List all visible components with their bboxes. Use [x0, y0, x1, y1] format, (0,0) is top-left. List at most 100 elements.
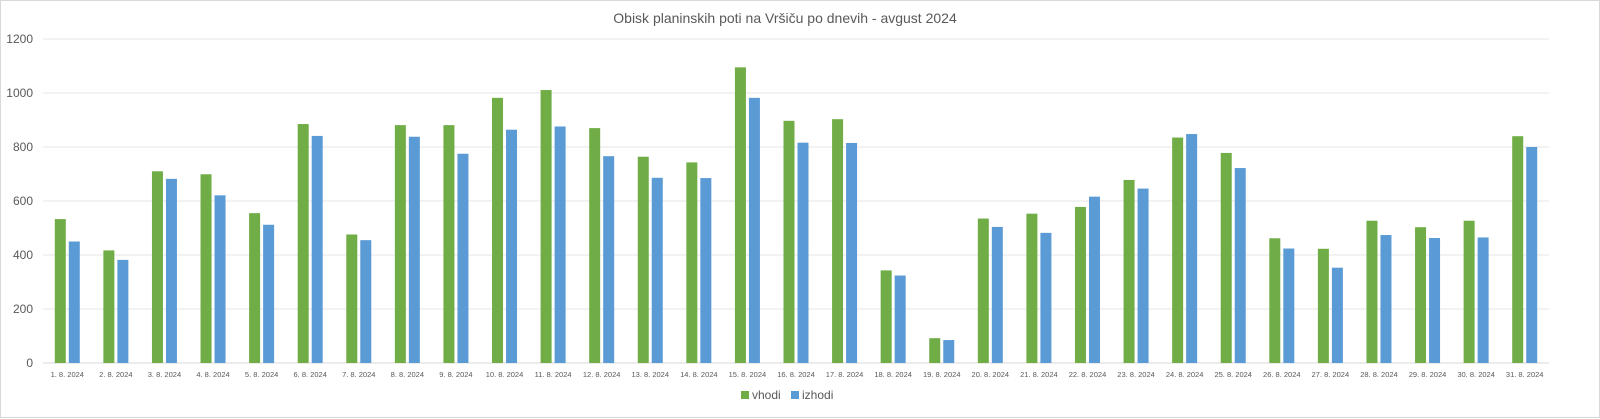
bar-izhodi-7	[360, 240, 372, 363]
x-tick-label: 6. 8. 2024	[294, 370, 327, 379]
bar-vhodi-26	[1269, 238, 1281, 363]
x-tick-label: 19. 8. 2024	[923, 370, 961, 379]
y-tick-label: 0	[26, 356, 33, 370]
x-tick-label: 14. 8. 2024	[680, 370, 718, 379]
bar-izhodi-11	[554, 126, 566, 363]
bar-vhodi-16	[783, 120, 795, 363]
bar-izhodi-17	[846, 142, 858, 363]
x-tick-label: 27. 8. 2024	[1312, 370, 1350, 379]
bar-vhodi-5	[249, 213, 261, 363]
bar-vhodi-15	[734, 67, 746, 363]
bar-vhodi-1	[54, 219, 66, 363]
x-tick-label: 23. 8. 2024	[1117, 370, 1155, 379]
bar-izhodi-26	[1283, 248, 1295, 363]
bar-vhodi-17	[832, 119, 844, 363]
bar-vhodi-7	[346, 234, 358, 363]
x-tick-label: 13. 8. 2024	[631, 370, 669, 379]
bar-izhodi-14	[700, 178, 712, 363]
bar-izhodi-18	[894, 275, 906, 363]
x-tick-label: 17. 8. 2024	[826, 370, 864, 379]
bar-vhodi-30	[1463, 220, 1475, 363]
x-tick-label: 28. 8. 2024	[1360, 370, 1398, 379]
x-tick-label: 4. 8. 2024	[196, 370, 229, 379]
bar-izhodi-27	[1331, 267, 1343, 363]
bar-izhodi-13	[651, 177, 663, 363]
x-tick-label: 5. 8. 2024	[245, 370, 278, 379]
bar-vhodi-28	[1366, 220, 1378, 363]
bar-izhodi-25	[1234, 168, 1246, 363]
bar-vhodi-22	[1074, 206, 1086, 363]
x-tick-label: 3. 8. 2024	[148, 370, 181, 379]
bar-vhodi-31	[1512, 136, 1524, 363]
bar-izhodi-15	[748, 97, 760, 364]
bar-vhodi-18	[880, 270, 892, 363]
y-tick-label: 600	[13, 194, 33, 208]
bar-izhodi-21	[1040, 232, 1052, 363]
x-tick-label: 21. 8. 2024	[1020, 370, 1058, 379]
x-tick-label: 2. 8. 2024	[99, 370, 132, 379]
bar-izhodi-23	[1137, 188, 1149, 363]
bar-vhodi-24	[1172, 137, 1184, 363]
bar-vhodi-23	[1123, 179, 1135, 363]
bar-izhodi-8	[408, 136, 420, 363]
bar-vhodi-20	[977, 218, 989, 363]
bar-izhodi-4	[214, 195, 226, 363]
x-tick-label: 10. 8. 2024	[486, 370, 524, 379]
bar-izhodi-22	[1088, 196, 1100, 363]
bar-izhodi-19	[943, 340, 955, 363]
x-tick-label: 30. 8. 2024	[1457, 370, 1495, 379]
x-tick-label: 12. 8. 2024	[583, 370, 621, 379]
legend-label-vhodi: vhodi	[752, 388, 781, 402]
y-tick-label: 1200	[6, 32, 33, 46]
x-tick-label: 11. 8. 2024	[535, 370, 572, 379]
y-tick-label: 400	[13, 248, 33, 262]
bar-vhodi-9	[443, 125, 455, 363]
bar-izhodi-29	[1429, 237, 1441, 363]
bar-izhodi-12	[603, 156, 615, 363]
bar-vhodi-11	[540, 90, 552, 363]
bar-izhodi-30	[1477, 237, 1489, 363]
y-tick-label: 800	[13, 140, 33, 154]
x-tick-label: 8. 8. 2024	[391, 370, 424, 379]
legend-swatch-vhodi	[741, 391, 749, 399]
bar-vhodi-6	[297, 124, 309, 363]
bar-izhodi-16	[797, 142, 809, 363]
x-tick-label: 18. 8. 2024	[874, 370, 912, 379]
bar-vhodi-27	[1317, 248, 1329, 363]
x-tick-label: 29. 8. 2024	[1409, 370, 1447, 379]
bar-vhodi-2	[103, 250, 115, 363]
bar-izhodi-28	[1380, 235, 1392, 363]
x-tick-label: 16. 8. 2024	[777, 370, 815, 379]
bar-izhodi-2	[117, 259, 129, 363]
bar-izhodi-24	[1186, 134, 1198, 363]
bar-izhodi-10	[506, 129, 518, 363]
bar-vhodi-25	[1220, 152, 1232, 363]
bar-izhodi-6	[311, 135, 323, 363]
legend-label-izhodi: izhodi	[802, 388, 833, 402]
bar-vhodi-8	[394, 125, 406, 363]
bar-vhodi-3	[151, 171, 163, 363]
x-tick-label: 15. 8. 2024	[729, 370, 767, 379]
bar-izhodi-3	[165, 178, 177, 363]
x-tick-label: 24. 8. 2024	[1166, 370, 1204, 379]
y-tick-label: 200	[13, 302, 33, 316]
bar-vhodi-12	[589, 128, 601, 363]
bar-vhodi-29	[1415, 227, 1427, 363]
x-tick-label: 1. 8. 2024	[51, 370, 84, 379]
legend-swatch-izhodi	[791, 391, 799, 399]
bar-vhodi-21	[1026, 213, 1038, 363]
x-tick-label: 25. 8. 2024	[1214, 370, 1252, 379]
bar-vhodi-13	[637, 156, 649, 363]
bar-izhodi-31	[1526, 147, 1538, 363]
bar-izhodi-9	[457, 153, 469, 363]
x-tick-label: 7. 8. 2024	[342, 370, 375, 379]
bar-vhodi-14	[686, 162, 698, 363]
x-tick-label: 22. 8. 2024	[1069, 370, 1107, 379]
chart-title: Obisk planinskih poti na Vršiču po dnevi…	[613, 10, 957, 26]
bar-vhodi-10	[492, 97, 504, 364]
y-tick-label: 1000	[6, 86, 33, 100]
bar-vhodi-19	[929, 338, 941, 363]
x-tick-label: 26. 8. 2024	[1263, 370, 1301, 379]
x-tick-label: 31. 8. 2024	[1506, 370, 1544, 379]
